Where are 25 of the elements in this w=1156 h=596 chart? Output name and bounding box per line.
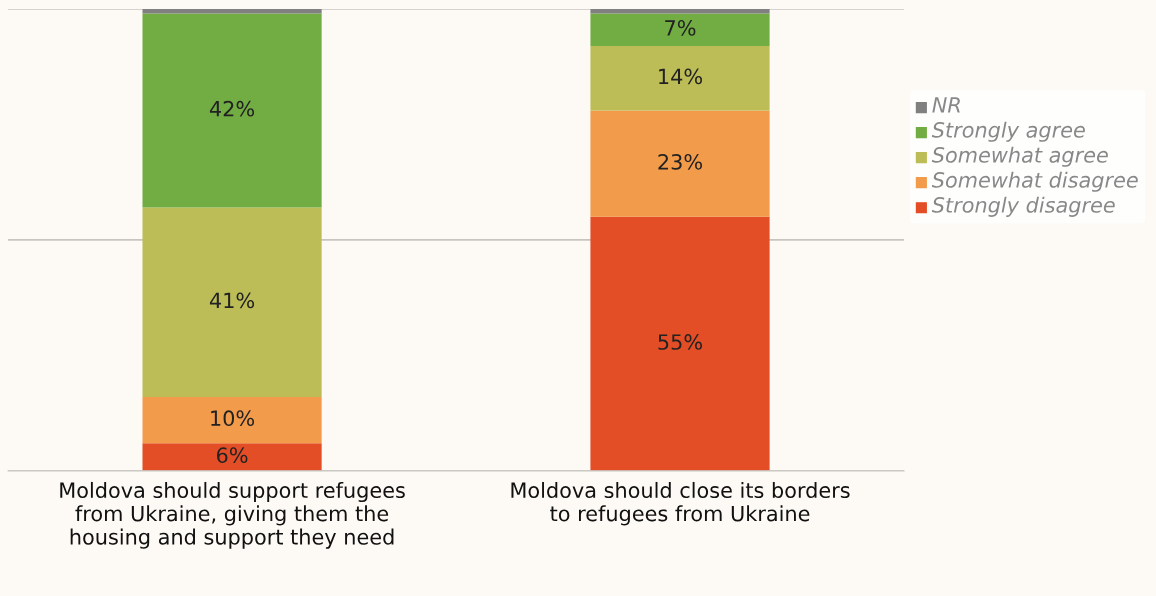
bar (590, 216, 770, 471)
data-label: 41% (209, 292, 255, 309)
bar (142, 396, 322, 444)
legend-label: Somewhat disagree (931, 171, 1138, 192)
x-tick-label: Moldova should close its borders to refugees from Ukraine (511, 481, 850, 526)
legend-label: Strongly agree (931, 121, 1085, 142)
bar (142, 13, 322, 208)
bar (590, 13, 770, 46)
data-label: 55% (658, 334, 703, 350)
data-label: 6% (217, 447, 248, 464)
bar (142, 443, 322, 471)
data-label: 14% (659, 68, 703, 85)
bar (142, 207, 322, 397)
data-label: 23% (658, 153, 703, 170)
bar (590, 8, 770, 14)
data-label: 42% (209, 100, 255, 117)
x-tick-label: Moldova should support refugees from Ukraine, giving them the housing and support they need (60, 481, 405, 549)
bar (590, 45, 770, 111)
data-label: 7% (665, 20, 696, 36)
legend-label: NR (932, 97, 960, 113)
data-label: 10% (211, 410, 255, 427)
legend-label: Somewhat agree (931, 146, 1108, 167)
legend-label: Strongly disagree (931, 196, 1115, 217)
bar (142, 8, 322, 14)
bar (590, 110, 770, 217)
